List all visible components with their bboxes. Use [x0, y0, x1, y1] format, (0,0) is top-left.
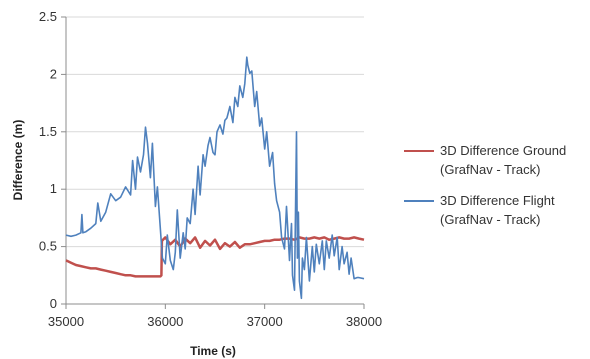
x-axis-title: Time (s)	[190, 344, 236, 358]
y-tick-label: 1	[50, 181, 57, 196]
legend: 3D Difference Ground (GrafNav - Track) 3…	[404, 143, 566, 227]
legend-label-flight-line2: (GrafNav - Track)	[440, 212, 540, 227]
series-line-ground	[65, 236, 365, 278]
x-tick-labels: 35000 36000 37000 38000	[48, 314, 382, 329]
x-tick-label: 35000	[48, 314, 84, 329]
y-tick-labels: 0 0.5 1 1.5 2 2.5	[39, 9, 57, 311]
axes	[61, 16, 365, 309]
x-tick-label: 36000	[147, 314, 183, 329]
legend-item-flight: 3D Difference Flight (GrafNav - Track)	[404, 193, 555, 227]
y-axis-title: Difference (m)	[11, 120, 25, 201]
x-tick-label: 37000	[247, 314, 283, 329]
legend-label-ground-line1: 3D Difference Ground	[440, 143, 566, 158]
y-tick-label: 0.5	[39, 239, 57, 254]
series-line-flight	[65, 56, 365, 300]
gridlines	[66, 16, 364, 248]
y-tick-label: 1.5	[39, 124, 57, 139]
series-lines	[65, 56, 365, 300]
y-tick-label: 2.5	[39, 9, 57, 24]
legend-label-flight-line1: 3D Difference Flight	[440, 193, 555, 208]
y-tick-label: 2	[50, 66, 57, 81]
legend-item-ground: 3D Difference Ground (GrafNav - Track)	[404, 143, 566, 177]
y-tick-label: 0	[50, 296, 57, 311]
x-tick-label: 38000	[346, 314, 382, 329]
legend-label-ground-line2: (GrafNav - Track)	[440, 162, 540, 177]
